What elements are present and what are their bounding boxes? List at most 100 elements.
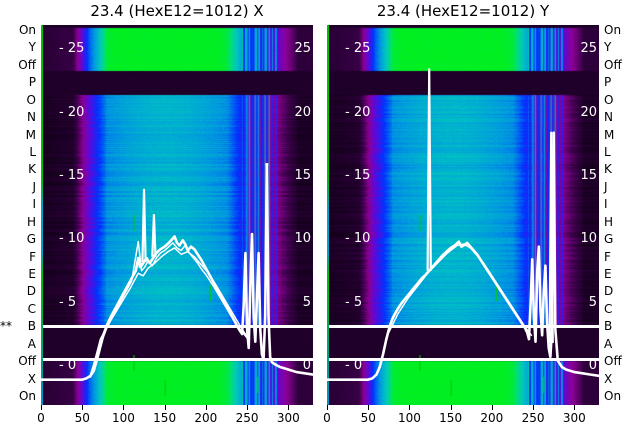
x-tick-mark bbox=[450, 405, 452, 410]
axis-category-label: K bbox=[604, 162, 612, 177]
edge-color-strip bbox=[41, 25, 43, 405]
y-tick-label-mirror: 10 bbox=[294, 231, 311, 247]
x-tick-mark bbox=[533, 405, 535, 410]
axis-category-label: F bbox=[604, 249, 611, 264]
axis-category-label: F bbox=[29, 249, 36, 264]
y-tick-label: - 25 bbox=[345, 41, 371, 57]
axis-category-label: On bbox=[604, 23, 622, 37]
x-tick-mark bbox=[164, 405, 166, 410]
x-tick-label: 300 bbox=[276, 411, 300, 425]
y-tick-label: - 15 bbox=[345, 168, 371, 183]
y-tick-label-mirror: 0 bbox=[302, 358, 311, 373]
y-tick-label: - 0 bbox=[59, 358, 77, 373]
y-tick-label-mirror: 10 bbox=[580, 231, 597, 247]
axis-category-label: I bbox=[32, 197, 36, 212]
axis-category-label: O bbox=[604, 92, 614, 107]
x-tick-mark bbox=[409, 405, 411, 410]
axis-category-label: M bbox=[25, 127, 36, 142]
x-tick-mark bbox=[491, 405, 493, 410]
axis-category-label: X bbox=[27, 371, 36, 386]
heatmap-panel-left[interactable]: - 25 - 20 - 15 - 10 - 5 - 0 25 20 15 10 5 0 bbox=[41, 25, 313, 405]
band-separator bbox=[327, 325, 599, 328]
x-tick-label: 300 bbox=[562, 411, 586, 425]
y-tick-label: - 10 bbox=[59, 231, 85, 247]
axis-category-label: Y bbox=[28, 40, 36, 55]
y-tick-label: - 25 bbox=[59, 41, 85, 57]
axis-category-label: X bbox=[604, 371, 613, 386]
x-tick-mark bbox=[368, 405, 370, 410]
axis-category-label: J bbox=[32, 179, 36, 194]
y-tick-label: - 20 bbox=[59, 104, 85, 120]
axis-category-label: N bbox=[27, 110, 36, 125]
x-tick-mark bbox=[247, 405, 249, 410]
x-tick-label: 250 bbox=[235, 411, 259, 425]
axis-category-label: Off bbox=[18, 57, 36, 72]
x-tick-mark bbox=[327, 405, 328, 410]
x-axis-right: 0 50 100 150 200 250 300 bbox=[323, 405, 599, 440]
trace-line bbox=[89, 247, 248, 378]
axis-category-label: L bbox=[29, 145, 36, 159]
trace-spike bbox=[141, 188, 147, 262]
band-separator bbox=[41, 325, 313, 328]
y-tick-label-mirror: 20 bbox=[294, 104, 311, 120]
band-separator-lower bbox=[327, 358, 599, 361]
axis-category-label: On bbox=[18, 389, 36, 403]
x-tick-label: 100 bbox=[111, 411, 135, 425]
x-tick-label: 0 bbox=[323, 411, 331, 425]
axis-category-label: A bbox=[604, 336, 613, 351]
axis-category-label: C bbox=[27, 301, 36, 316]
axis-category-label: E bbox=[28, 267, 36, 281]
axis-category-label: Off bbox=[604, 57, 622, 72]
axis-category-label: B bbox=[604, 319, 613, 334]
trace-spike bbox=[548, 131, 554, 343]
axis-category-label: Y bbox=[604, 40, 612, 55]
trace-line bbox=[89, 240, 248, 376]
y-tick-label-mirror: 25 bbox=[580, 41, 597, 57]
band-separator-lower bbox=[41, 358, 313, 361]
x-axis-left: 0 50 100 150 200 250 300 bbox=[37, 405, 313, 440]
y-tick-label-mirror: 15 bbox=[294, 168, 311, 183]
axis-category-label: H bbox=[604, 214, 614, 229]
x-tick-label: 200 bbox=[194, 411, 218, 425]
x-tick-label: 50 bbox=[74, 411, 90, 425]
x-tick-label: 100 bbox=[397, 411, 421, 425]
axis-category-label: K bbox=[28, 162, 36, 177]
panel-title-left: 23.4 (HexE12=1012) X bbox=[90, 2, 264, 20]
axis-category-label: A bbox=[27, 336, 36, 351]
marked-label-asterisk: ** bbox=[0, 319, 12, 334]
trace-line bbox=[41, 163, 313, 381]
axis-category-label: P bbox=[604, 75, 612, 90]
y-tick-label: - 0 bbox=[345, 358, 363, 373]
y-tick-label-mirror: 0 bbox=[588, 358, 597, 373]
x-tick-mark bbox=[123, 405, 125, 410]
heatmap-panel-right[interactable]: - 25 - 20 - 15 - 10 - 5 - 0 25 20 15 10 5 0 bbox=[327, 25, 599, 405]
x-tick-mark bbox=[41, 405, 42, 410]
axis-category-label: N bbox=[604, 110, 613, 125]
y-tick-label: - 5 bbox=[59, 294, 77, 310]
x-tick-label: 250 bbox=[521, 411, 545, 425]
y-tick-label: - 20 bbox=[345, 104, 371, 120]
axis-category-label: M bbox=[604, 127, 615, 142]
axis-category-label: On bbox=[18, 23, 36, 37]
trace-overlay bbox=[327, 68, 599, 381]
y-tick-label-mirror: 25 bbox=[294, 41, 311, 57]
axis-category-label: E bbox=[604, 267, 612, 281]
axis-category-label: D bbox=[604, 284, 614, 299]
x-tick-label: 50 bbox=[360, 411, 376, 425]
trace-overlay bbox=[41, 163, 313, 381]
axis-category-label: D bbox=[26, 284, 36, 299]
y-tick-label-mirror: 15 bbox=[580, 168, 597, 183]
axis-category-label: O bbox=[26, 92, 36, 107]
axis-category-label: Off bbox=[18, 354, 36, 369]
y-tick-label: - 15 bbox=[59, 168, 85, 183]
x-tick-mark bbox=[82, 405, 84, 410]
axis-category-label: H bbox=[26, 214, 36, 229]
y-tick-label-mirror: 20 bbox=[580, 104, 597, 120]
axis-category-label: On bbox=[604, 389, 622, 403]
x-tick-label: 0 bbox=[37, 411, 45, 425]
x-tick-mark bbox=[574, 405, 576, 410]
axis-category-label: J bbox=[604, 179, 608, 194]
y-tick-label: - 10 bbox=[345, 231, 371, 247]
panel-title-right: 23.4 (HexE12=1012) Y bbox=[376, 2, 550, 20]
